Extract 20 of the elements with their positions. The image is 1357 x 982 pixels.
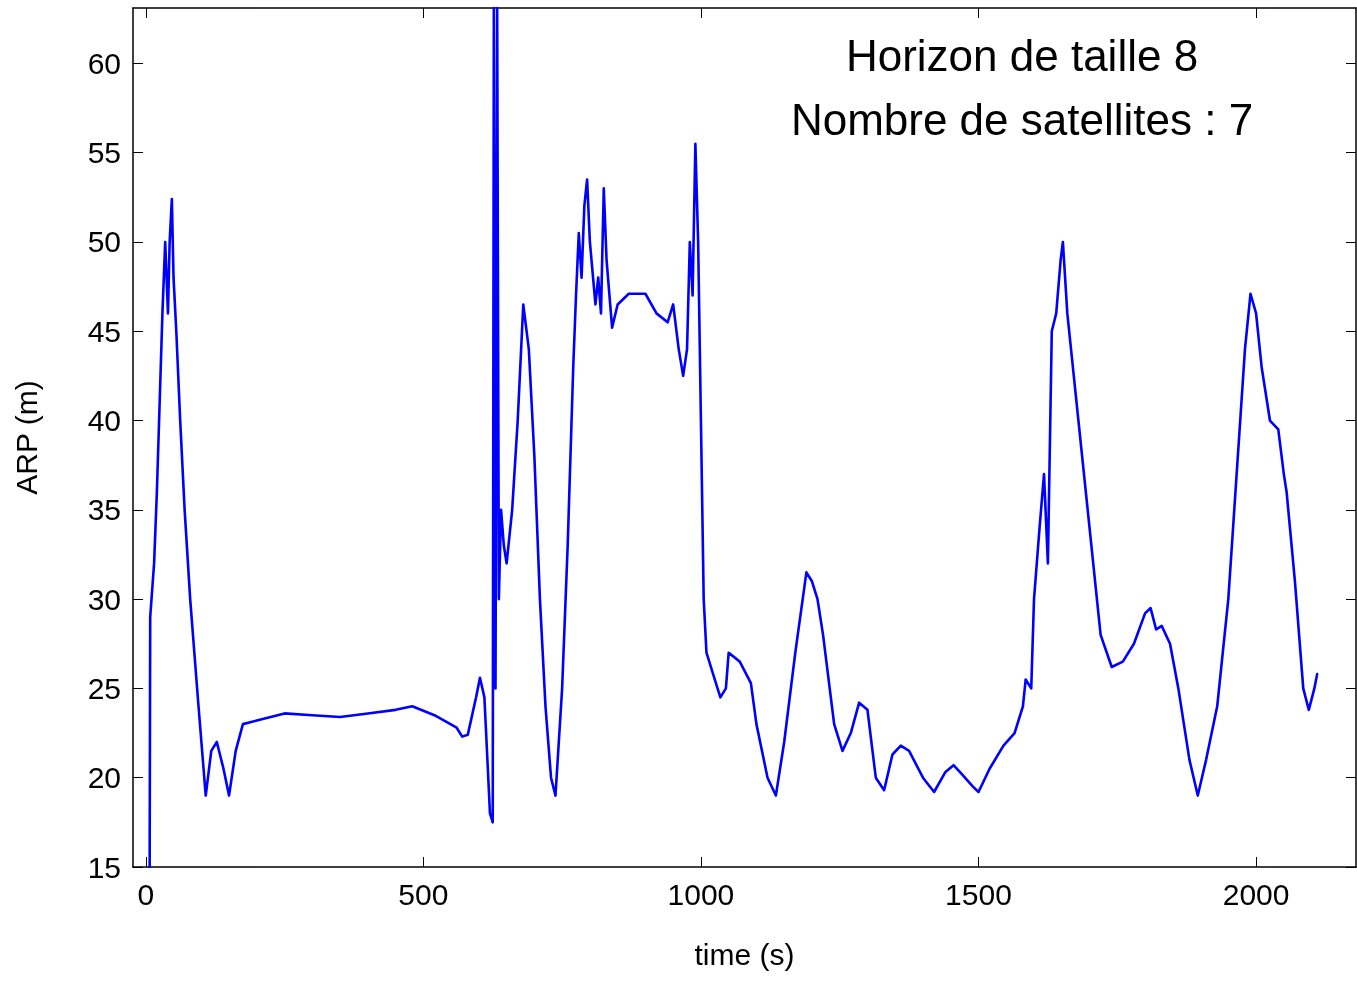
y-axis-title: ARP (m) [9, 380, 43, 495]
y-tick-label: 30 [87, 582, 121, 616]
y-tick-label: 60 [87, 46, 121, 80]
x-tick-label: 2000 [1222, 877, 1290, 911]
annotation: Horizon de taille 8 [845, 30, 1199, 80]
y-tick-label: 20 [87, 761, 121, 795]
y-tick-label: 40 [87, 404, 121, 438]
y-tick-label: 35 [87, 493, 121, 527]
x-axis-title: time (s) [694, 937, 795, 971]
x-tick-label: 1500 [945, 877, 1012, 911]
x-tick-label: 500 [398, 877, 449, 911]
x-tick-label: 1000 [667, 877, 735, 911]
y-tick-label: 45 [87, 314, 121, 348]
line-series [148, 6, 1319, 869]
y-tick-label: 50 [87, 225, 121, 259]
y-tick-label: 25 [87, 671, 121, 705]
annotation: Nombre de satellites : 7 [790, 94, 1254, 144]
x-tick-label: 0 [137, 877, 155, 911]
y-tick-label: 55 [87, 136, 121, 170]
y-tick-label: 15 [87, 850, 121, 884]
